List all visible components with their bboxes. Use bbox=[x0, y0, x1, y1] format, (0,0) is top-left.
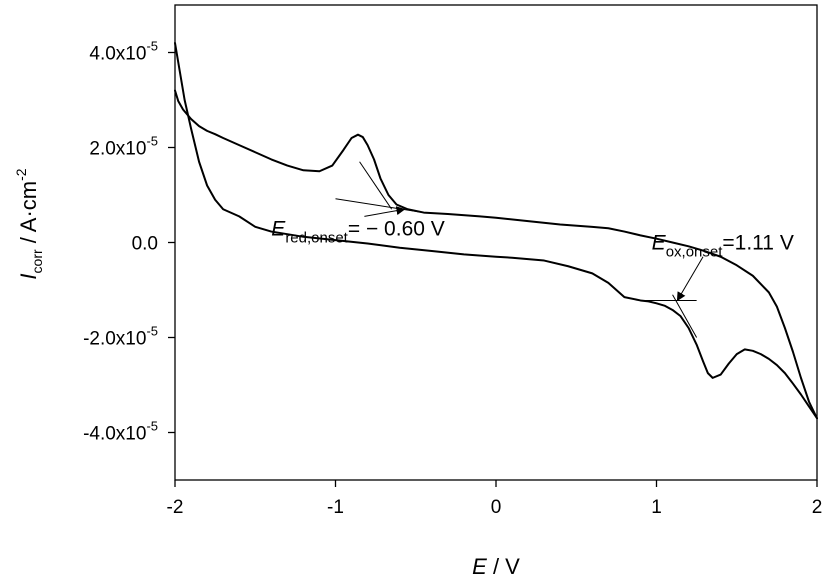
y-axis-subscript: corr bbox=[29, 249, 45, 273]
tangent-line-2 bbox=[359, 161, 393, 210]
x-tick-label: -1 bbox=[327, 497, 344, 518]
y-tick-label: -2.0x10-5 bbox=[83, 324, 158, 350]
onset-annotations: Ered,onset= − 0.60 V Eox,onset=1.11 V bbox=[271, 206, 794, 302]
onset-arrow-2 bbox=[676, 256, 704, 302]
cv-curves bbox=[174, 42, 818, 420]
onset-arrow-1 bbox=[364, 206, 406, 217]
plot-frame bbox=[174, 4, 818, 481]
onset-label-1: Ered,onset= − 0.60 V bbox=[271, 217, 444, 246]
x-tick-label: 0 bbox=[491, 497, 502, 518]
y-tick-label: 0.0 bbox=[132, 234, 158, 255]
x-axis-title: E / V bbox=[472, 554, 520, 579]
x-tick-label: 1 bbox=[651, 497, 662, 518]
cv-series-1 bbox=[174, 89, 818, 420]
y-tick-label: 2.0x10-5 bbox=[89, 134, 158, 160]
x-axis-unit: / V bbox=[487, 554, 520, 579]
tangent-lines bbox=[335, 161, 698, 338]
y-tick-label: 4.0x10-5 bbox=[89, 39, 158, 65]
tangent-line-4 bbox=[672, 294, 698, 338]
y-axis-superscript: -2 bbox=[13, 168, 29, 181]
y-axis-symbol: I bbox=[16, 273, 41, 279]
x-tick-label: -2 bbox=[167, 497, 184, 518]
y-axis-ticks: 4.0x10-5 2.0x10-5 0.0 -2.0x10-5 -4.0x10-5 bbox=[83, 39, 175, 445]
x-tick-label: 2 bbox=[812, 497, 823, 518]
y-axis-title: Icorr / A·cm-2 bbox=[13, 168, 45, 279]
cv-series-2 bbox=[174, 42, 818, 420]
onset-label-2: Eox,onset=1.11 V bbox=[652, 232, 794, 261]
x-axis-ticks: -2 -1 0 1 2 bbox=[167, 480, 823, 518]
tangent-line-1 bbox=[335, 198, 424, 214]
x-axis-symbol: E bbox=[472, 554, 487, 579]
y-axis-unit: / A·cm bbox=[16, 181, 41, 249]
y-tick-label: -4.0x10-5 bbox=[83, 419, 158, 445]
